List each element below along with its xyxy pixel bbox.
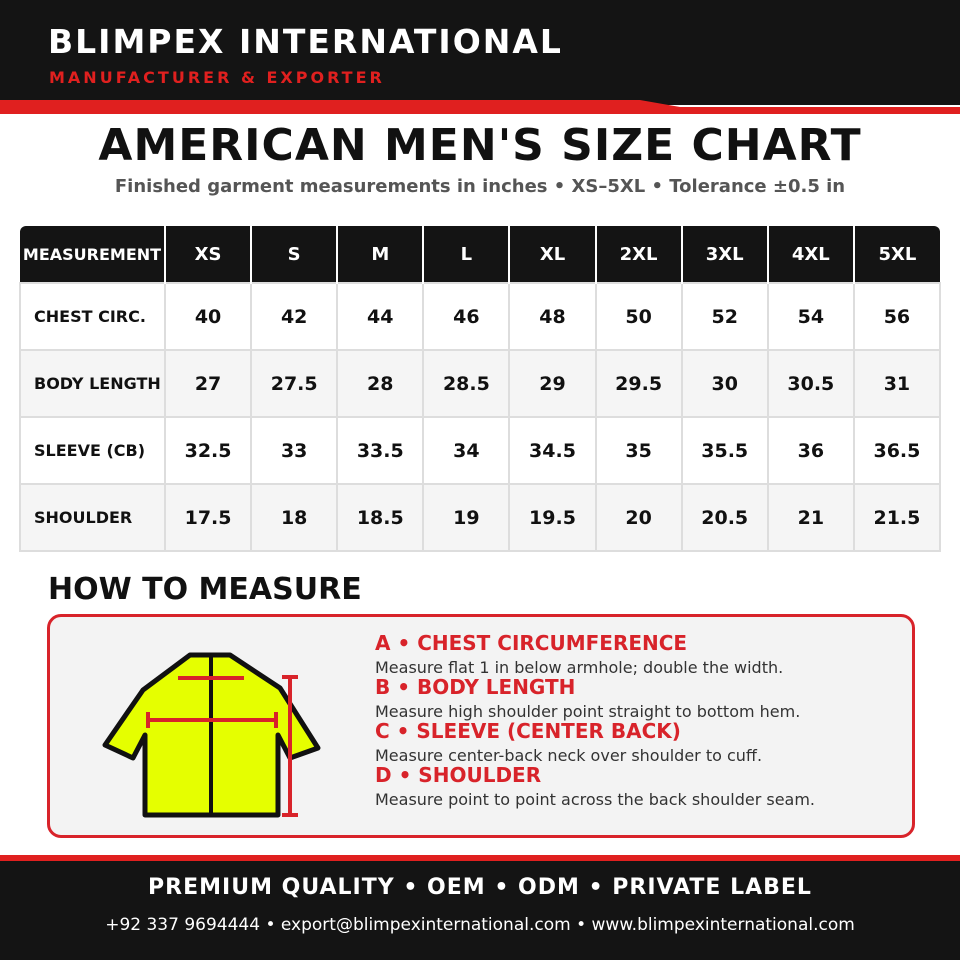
cell: 20 xyxy=(594,483,683,552)
cell: 44 xyxy=(336,282,425,351)
cell: 19 xyxy=(422,483,511,552)
cell: 40 xyxy=(163,282,253,351)
cell: 21.5 xyxy=(852,483,942,552)
cell: 17.5 xyxy=(163,483,253,552)
column-header: 2XL xyxy=(594,226,682,283)
table-row: SLEEVE (CB) 32.5 33 33.5 34 34.5 35 35.5 36 36.5 xyxy=(19,416,942,485)
table-row: CHEST CIRC. 40 42 44 46 48 50 52 54 56 xyxy=(19,282,942,351)
cell: 54 xyxy=(766,282,855,351)
cell: 35.5 xyxy=(680,416,769,485)
table-row: SHOULDER 17.5 18 18.5 19 19.5 20 20.5 21 21.5 xyxy=(19,483,942,552)
cell: 34 xyxy=(422,416,511,485)
cell: 50 xyxy=(594,282,683,351)
subtitle: Finished garment measurements in inches … xyxy=(114,176,846,197)
cell: 28 xyxy=(336,349,425,418)
cell: 32.5 xyxy=(163,416,253,485)
column-header: 5XL xyxy=(852,226,940,283)
cell: 36.5 xyxy=(852,416,942,485)
cell: 31 xyxy=(852,349,942,418)
item-text: Measure point to point across the back s… xyxy=(375,790,816,809)
column-header: L xyxy=(422,226,510,283)
row-label: SHOULDER xyxy=(19,483,166,552)
item-label: A • CHEST CIRCUMFERENCE xyxy=(375,631,688,655)
cell: 56 xyxy=(852,282,942,351)
header-row: MEASUREMENT XS S M L XL 2XL 3XL 4XL 5XL xyxy=(20,226,940,283)
cell: 33 xyxy=(250,416,339,485)
cell: 30.5 xyxy=(766,349,855,418)
cell: 28.5 xyxy=(422,349,511,418)
item-text: Measure high shoulder point straight to … xyxy=(375,702,801,721)
cell: 27.5 xyxy=(250,349,339,418)
slogan: PREMIUM QUALITY • OEM • ODM • PRIVATE LA… xyxy=(148,875,812,900)
cell: 35 xyxy=(594,416,683,485)
size-table: MEASUREMENT XS S M L XL 2XL 3XL 4XL 5XL CHEST CIRC… xyxy=(19,226,942,552)
cell: 29.5 xyxy=(594,349,683,418)
header-stripe xyxy=(0,100,960,114)
column-header: 3XL xyxy=(680,226,768,283)
footer-stripe xyxy=(0,855,960,861)
cell: 33.5 xyxy=(336,416,425,485)
contact: +92 337 9694444 • export@blimpexinternat… xyxy=(105,915,855,935)
cell: 46 xyxy=(422,282,511,351)
shirt-diagram xyxy=(102,652,321,818)
item-label: B • BODY LENGTH xyxy=(375,675,576,699)
cell: 42 xyxy=(250,282,339,351)
row-label: BODY LENGTH xyxy=(19,349,166,418)
header-bar xyxy=(0,0,960,105)
cell: 52 xyxy=(680,282,769,351)
title: AMERICAN MEN'S SIZE CHART xyxy=(98,120,862,171)
column-header: S xyxy=(250,226,338,283)
cell: 27 xyxy=(163,349,253,418)
cell: 30 xyxy=(680,349,769,418)
cell: 18.5 xyxy=(336,483,425,552)
item-text: Measure flat 1 in below armhole; double … xyxy=(375,658,784,677)
cell: 34.5 xyxy=(508,416,597,485)
item-label: C • SLEEVE (CENTER BACK) xyxy=(375,719,681,743)
cell: 18 xyxy=(250,483,339,552)
row-label: CHEST CIRC. xyxy=(19,282,166,351)
brand: BLIMPEX INTERNATIONAL xyxy=(48,22,563,61)
item-text: Measure center-back neck over shoulder t… xyxy=(375,746,763,765)
column-header: MEASUREMENT xyxy=(20,226,165,283)
column-header: M xyxy=(336,226,424,283)
column-header: 4XL xyxy=(766,226,854,283)
table-row: BODY LENGTH 27 27.5 28 28.5 29 29.5 30 30.5 31 xyxy=(19,349,942,418)
column-header: XL xyxy=(508,226,596,283)
cell: 19.5 xyxy=(508,483,597,552)
tagline: MANUFACTURER & EXPORTER xyxy=(49,68,385,87)
section-heading: HOW TO MEASURE xyxy=(48,572,362,607)
cell: 36 xyxy=(766,416,855,485)
cell: 20.5 xyxy=(680,483,769,552)
column-header: XS xyxy=(163,226,252,283)
row-label: SLEEVE (CB) xyxy=(19,416,166,485)
cell: 29 xyxy=(508,349,597,418)
cell: 21 xyxy=(766,483,855,552)
cell: 48 xyxy=(508,282,597,351)
item-label: D • SHOULDER xyxy=(375,763,542,787)
footer-bar xyxy=(0,861,960,960)
